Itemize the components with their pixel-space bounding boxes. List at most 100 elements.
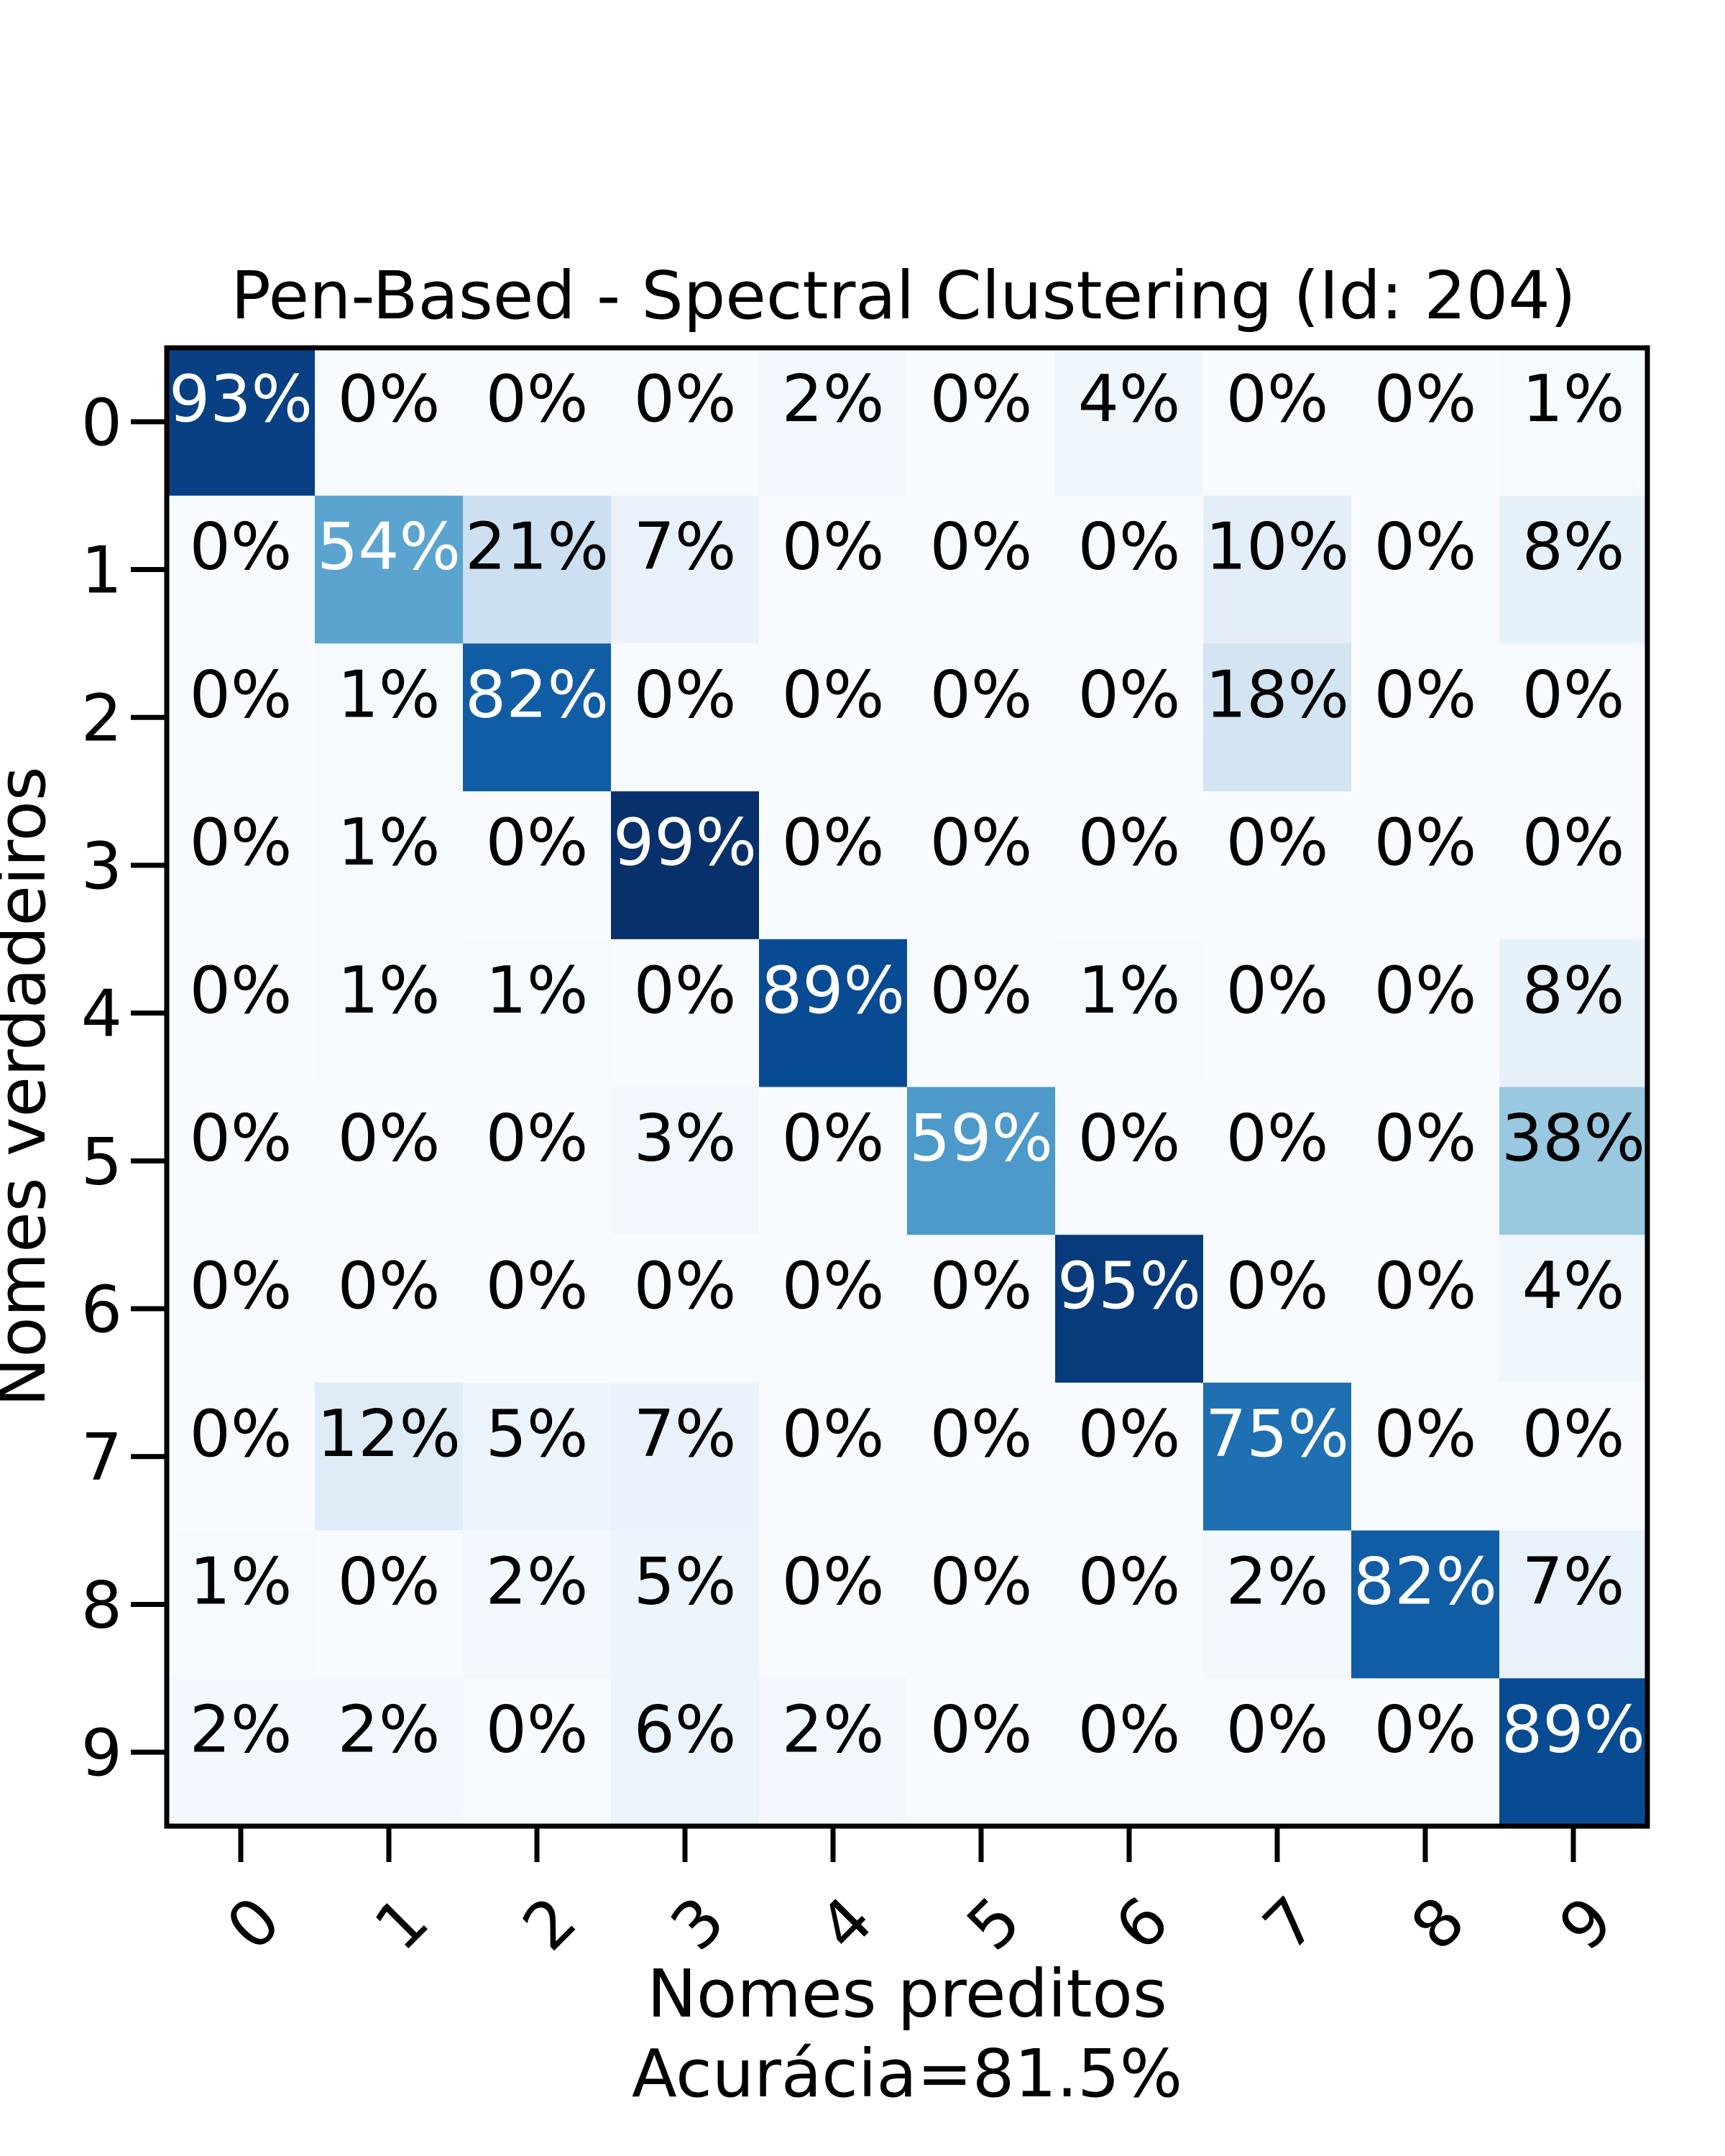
cell-value-label: 0% bbox=[782, 657, 885, 732]
cell-value-label: 0% bbox=[1078, 510, 1181, 585]
heatmap-cell bbox=[1203, 1530, 1352, 1679]
cell-value-label: 2% bbox=[338, 1692, 441, 1767]
cell-value-label: 18% bbox=[1205, 657, 1349, 732]
heatmap-cell bbox=[1499, 1087, 1648, 1235]
heatmap-cell bbox=[611, 643, 760, 792]
cell-value-label: 0% bbox=[930, 657, 1033, 732]
cell-value-label: 6% bbox=[634, 1692, 737, 1767]
heatmap-cell bbox=[167, 1235, 316, 1383]
cell-value-label: 4% bbox=[1522, 1248, 1625, 1324]
cell-value-label: 0% bbox=[634, 361, 737, 437]
heatmap-cell bbox=[315, 348, 464, 497]
heatmap-cell bbox=[463, 643, 612, 792]
heatmap-cell bbox=[1499, 1530, 1648, 1679]
heatmap-cell bbox=[167, 1382, 316, 1531]
heatmap-cell bbox=[907, 1382, 1056, 1531]
heatmap-cell bbox=[1055, 1087, 1204, 1235]
cell-value-label: 99% bbox=[613, 805, 757, 880]
heatmap-cell bbox=[1055, 939, 1204, 1087]
heatmap-cell-labels: 93% 0% 0% 0% 2% 0% 4% 0% 0% 1% 0% 54% 21% 7% 0% 0% 0% 10%… bbox=[169, 361, 1645, 1767]
cell-value-label: 0% bbox=[930, 1692, 1033, 1767]
cell-value-label: 7% bbox=[634, 510, 737, 585]
y-tick-label: 2 bbox=[81, 681, 122, 756]
cell-value-label: 0% bbox=[190, 953, 293, 1028]
heatmap-cell bbox=[1203, 348, 1352, 497]
cell-value-label: 7% bbox=[1522, 1544, 1625, 1620]
cell-value-label: 0% bbox=[634, 657, 737, 732]
plot-frame bbox=[164, 345, 1650, 1829]
cell-value-label: 1% bbox=[338, 805, 441, 880]
heatmap-cell bbox=[1055, 643, 1204, 792]
heatmap-cell bbox=[907, 791, 1056, 940]
cell-value-label: 0% bbox=[1374, 510, 1477, 585]
cell-value-label: 0% bbox=[486, 361, 589, 437]
heatmap-cell bbox=[759, 1087, 908, 1235]
cell-value-label: 1% bbox=[190, 1544, 293, 1620]
heatmap-cell bbox=[1351, 1678, 1500, 1827]
heatmap-cell bbox=[1351, 348, 1500, 497]
cell-value-label: 0% bbox=[1226, 361, 1329, 437]
cell-value-label: 7% bbox=[634, 1396, 737, 1472]
cell-value-label: 0% bbox=[338, 1248, 441, 1324]
heatmap-cell bbox=[759, 495, 908, 644]
heatmap-cell bbox=[1351, 1382, 1500, 1531]
heatmap-cell bbox=[611, 1087, 760, 1235]
cell-value-label: 0% bbox=[190, 1396, 293, 1472]
heatmap-cell bbox=[1499, 939, 1648, 1087]
heatmap-cell bbox=[315, 1235, 464, 1383]
heatmap-cell bbox=[315, 1530, 464, 1679]
heatmap-cell bbox=[167, 1087, 316, 1235]
cell-value-label: 0% bbox=[782, 1248, 885, 1324]
cell-value-label: 89% bbox=[1501, 1692, 1645, 1767]
heatmap-cell bbox=[463, 791, 612, 940]
heatmap-cell bbox=[463, 1382, 612, 1531]
y-tick-label: 3 bbox=[81, 829, 122, 904]
y-tick-label: 5 bbox=[81, 1124, 122, 1199]
heatmap-cell bbox=[759, 791, 908, 940]
cell-value-label: 0% bbox=[1374, 1692, 1477, 1767]
heatmap-cell bbox=[907, 495, 1056, 644]
heatmap-cell bbox=[611, 495, 760, 644]
cell-value-label: 0% bbox=[930, 361, 1033, 437]
cell-value-label: 1% bbox=[1522, 361, 1625, 437]
cell-value-label: 59% bbox=[909, 1101, 1053, 1176]
heatmap-cell bbox=[907, 1530, 1056, 1679]
heatmap-cell bbox=[759, 939, 908, 1087]
cell-value-label: 75% bbox=[1205, 1396, 1349, 1472]
heatmap-cell bbox=[1499, 1678, 1648, 1827]
y-tick-label: 8 bbox=[81, 1567, 122, 1643]
heatmap-cell bbox=[907, 1087, 1056, 1235]
heatmap-cell bbox=[1055, 1678, 1204, 1827]
heatmap-cell bbox=[463, 1678, 612, 1827]
cell-value-label: 10% bbox=[1205, 510, 1349, 585]
heatmap-cell bbox=[611, 1530, 760, 1679]
heatmap-cell bbox=[1351, 643, 1500, 792]
heatmap-cell bbox=[167, 791, 316, 940]
y-tick-label: 9 bbox=[81, 1715, 122, 1791]
heatmap-cell bbox=[315, 1087, 464, 1235]
heatmap-cell bbox=[315, 939, 464, 1087]
cell-value-label: 0% bbox=[338, 1544, 441, 1620]
chart-title: Pen-Based - Spectral Clustering (Id: 204… bbox=[231, 257, 1576, 334]
heatmap-cell bbox=[463, 1235, 612, 1383]
cell-value-label: 0% bbox=[930, 510, 1033, 585]
heatmap-cell bbox=[611, 1235, 760, 1383]
heatmap-cells bbox=[167, 348, 1648, 1827]
heatmap-cell bbox=[315, 495, 464, 644]
heatmap-cell bbox=[1055, 495, 1204, 644]
heatmap-cell bbox=[1055, 791, 1204, 940]
cell-value-label: 0% bbox=[782, 1101, 885, 1176]
cell-value-label: 1% bbox=[486, 953, 589, 1028]
cell-value-label: 1% bbox=[338, 657, 441, 732]
heatmap-cell bbox=[1055, 1382, 1204, 1531]
cell-value-label: 82% bbox=[465, 657, 609, 732]
cell-value-label: 4% bbox=[1078, 361, 1181, 437]
cell-value-label: 0% bbox=[930, 1396, 1033, 1472]
cell-value-label: 0% bbox=[1078, 1692, 1181, 1767]
heatmap-cell bbox=[611, 791, 760, 940]
cell-value-label: 0% bbox=[1226, 1692, 1329, 1767]
heatmap-cell bbox=[611, 939, 760, 1087]
cell-value-label: 1% bbox=[1078, 953, 1181, 1028]
cell-value-label: 0% bbox=[1374, 953, 1477, 1028]
